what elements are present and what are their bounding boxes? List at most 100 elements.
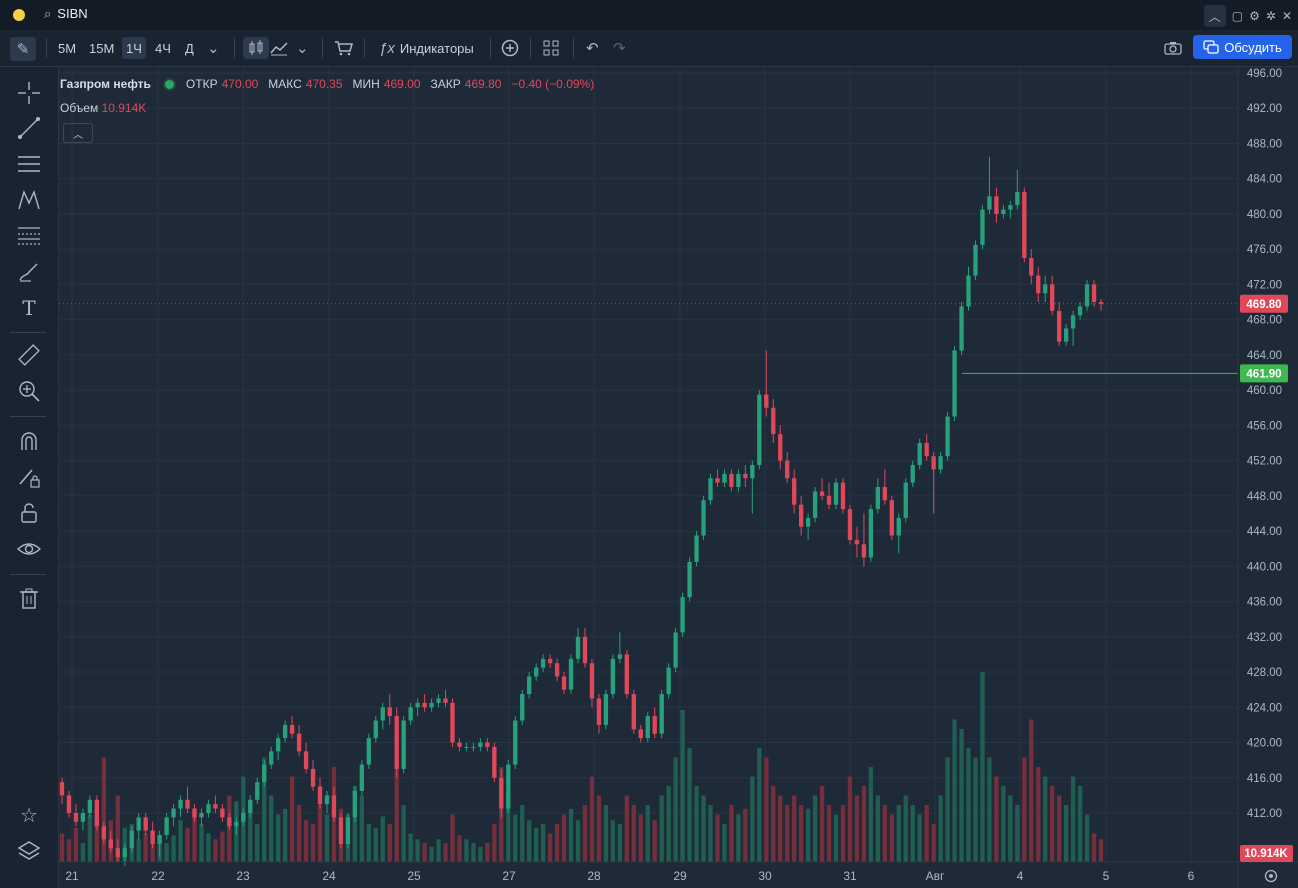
volume-bar [624, 795, 629, 862]
discuss-button[interactable]: Обсудить [1193, 35, 1292, 59]
volume-label: Объем [60, 101, 99, 115]
interval-1h[interactable]: 1Ч [122, 37, 146, 59]
candle-body [952, 350, 957, 417]
undo-button[interactable]: ↶ [586, 37, 599, 59]
pattern-tool[interactable] [16, 187, 42, 213]
chevron-up-icon: ︿ [73, 129, 83, 141]
collapse-button[interactable]: ︿ [1203, 5, 1226, 27]
toolbar-divider [46, 38, 47, 58]
lock-drawing-tool[interactable] [16, 464, 42, 490]
volume-bar [645, 805, 650, 862]
interval-d[interactable]: Д [185, 40, 194, 56]
volume-bar [826, 805, 832, 862]
volume-bar [157, 839, 162, 862]
volume-bar [408, 833, 413, 862]
gear-icon[interactable]: ⚙ [1249, 9, 1260, 23]
candle-body [499, 777, 504, 809]
volume-bar [338, 808, 344, 862]
favorites-tool[interactable]: ☆ [16, 802, 42, 828]
layers-tool[interactable] [16, 838, 42, 864]
volume-bar [603, 805, 609, 862]
price-tick-label: 416.00 [1247, 773, 1282, 785]
candle-body [833, 482, 839, 505]
redo-button[interactable]: ↷ [613, 37, 626, 59]
settings-icon[interactable]: ✲ [1265, 9, 1276, 23]
interval-4h[interactable]: 4Ч [155, 40, 171, 56]
candle-body [436, 698, 441, 703]
pencil-button[interactable]: ✎ [10, 37, 36, 61]
candles-button[interactable] [243, 37, 269, 59]
volume-bar [715, 814, 720, 862]
volume-bar [206, 833, 211, 862]
discuss-label: Обсудить [1224, 39, 1282, 55]
text-tool[interactable]: T [16, 295, 42, 321]
high-value: 470.35 [305, 77, 343, 91]
price-tick-label: 476.00 [1247, 244, 1282, 256]
time-tick-label: 24 [322, 869, 336, 883]
zoom-tool[interactable] [16, 378, 42, 404]
candle-body [582, 636, 588, 664]
add-button[interactable] [501, 37, 519, 59]
time-tick-label: 29 [673, 869, 687, 883]
volume-bar [757, 748, 762, 862]
screenshot-button[interactable] [1164, 37, 1182, 59]
volume-bar [798, 805, 804, 862]
interval-dropdown[interactable]: ⌄ [207, 37, 220, 59]
candle-body [129, 830, 134, 849]
visibility-tool[interactable] [16, 536, 42, 562]
time-tick-label: 30 [758, 869, 772, 883]
chart-type-button[interactable] [270, 37, 288, 59]
volume-legend: Объем 10.914K [60, 101, 146, 115]
candle-body [464, 746, 469, 748]
change-value: −0.40 (−0.09%) [511, 77, 595, 91]
volume-bar [568, 808, 574, 862]
candle-body [492, 746, 497, 778]
volume-bar [171, 835, 176, 862]
candle-body [450, 702, 455, 743]
price-axis: 496.00 492.00 488.00 484.00 480.00 476.00 472.… [59, 67, 1298, 888]
volume-bar [471, 843, 476, 862]
chevron-down-icon: ⌄ [207, 40, 220, 57]
lines-tool[interactable] [16, 151, 42, 177]
tools-divider [10, 416, 46, 417]
indicators-button[interactable]: ƒx Индикаторы [379, 37, 474, 59]
price-tick-label: 452.00 [1247, 456, 1282, 468]
square-icon[interactable]: ▢ [1231, 9, 1244, 23]
symbol-search[interactable]: ⌕ SIBN [44, 6, 88, 22]
fib-tool[interactable] [16, 223, 42, 249]
price-tick-label: 428.00 [1247, 667, 1282, 679]
brush-tool[interactable] [16, 259, 42, 285]
candle-body [1056, 310, 1062, 342]
ruler-tool[interactable] [16, 342, 42, 368]
lock-tool[interactable] [16, 500, 42, 526]
chart-type-dropdown[interactable]: ⌄ [296, 37, 309, 59]
delete-tool[interactable] [16, 586, 42, 612]
candle-body [757, 394, 762, 466]
candle-body [457, 742, 462, 747]
volume-bar [66, 839, 72, 862]
candle-body [401, 720, 406, 769]
close-icon[interactable]: ✕ [1281, 9, 1292, 23]
plus-circle-icon [501, 39, 519, 57]
cart-button[interactable] [334, 37, 354, 59]
candle-body [157, 835, 162, 844]
trendline-tool[interactable] [16, 115, 42, 141]
interval-5m[interactable]: 5М [58, 40, 77, 56]
candle-body [192, 808, 197, 818]
volume-bar [596, 795, 602, 862]
volume-bar [617, 824, 623, 862]
candle-body [910, 465, 915, 483]
time-tick-label: 25 [407, 869, 421, 883]
crosshair-tool[interactable] [16, 80, 42, 106]
volume-bar [673, 757, 678, 862]
layout-button[interactable] [543, 37, 559, 59]
volume-bar [945, 757, 950, 862]
candle-body [527, 676, 532, 695]
magnet-tool[interactable] [16, 428, 42, 454]
candle-body [220, 808, 225, 818]
interval-15m[interactable]: 15М [89, 40, 115, 56]
candle-body [471, 746, 476, 748]
volume-bar [485, 843, 490, 862]
collapse-legend-button[interactable]: ︿ [63, 123, 93, 143]
candle-body [366, 738, 371, 765]
